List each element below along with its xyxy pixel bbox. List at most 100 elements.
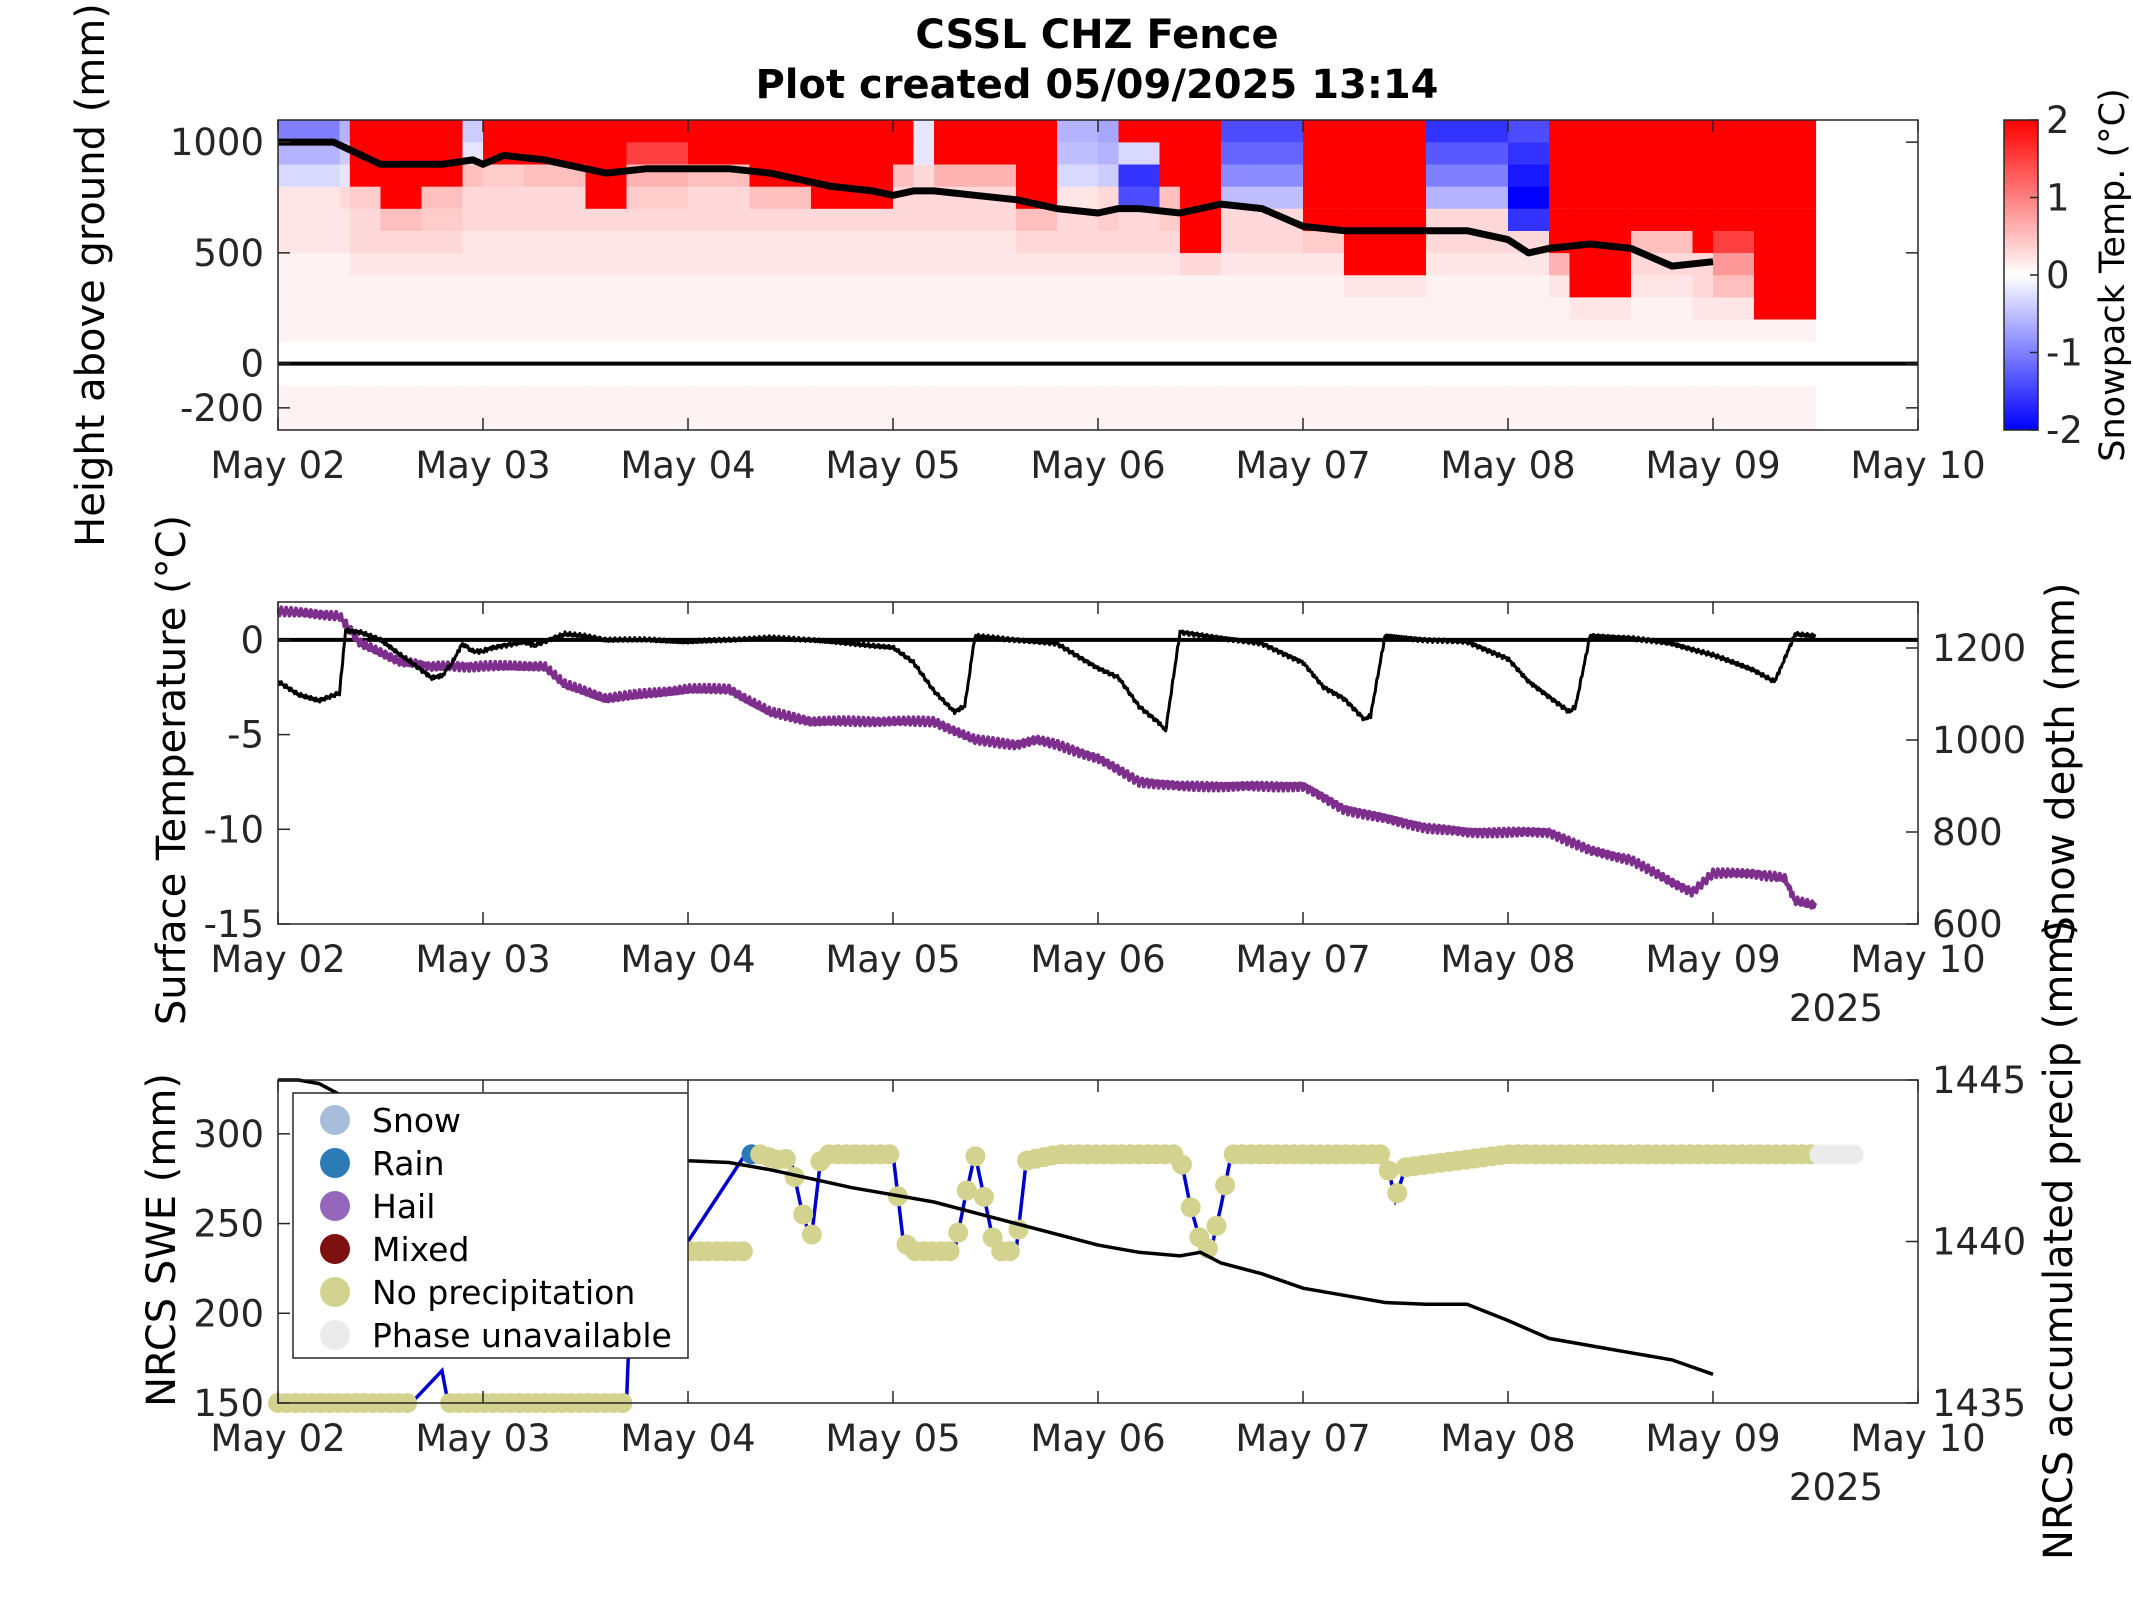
heatmap-cell xyxy=(278,230,341,254)
heatmap-cell xyxy=(1118,186,1161,209)
heatmap-cell xyxy=(339,208,351,231)
colorbar-tick-label: -2 xyxy=(2046,409,2083,452)
heatmap-cell xyxy=(1057,142,1099,165)
heatmap-cell xyxy=(688,120,751,143)
heatmap-cell xyxy=(1057,297,1099,320)
heatmap-cell xyxy=(462,319,484,342)
heatmap-cell xyxy=(626,120,689,143)
heatmap-cell xyxy=(1549,385,1571,431)
x-tick-label: May 08 xyxy=(1440,938,1575,981)
heatmap-cell xyxy=(811,164,894,187)
heatmap-cell xyxy=(1180,120,1222,143)
surface-temperature-panel: May 02 May 03 May 04 May 05 May 06 May 07 May … xyxy=(149,515,2084,1030)
precip-phase-point xyxy=(1387,1183,1408,1204)
legend-marker xyxy=(320,1105,350,1135)
heatmap-cell xyxy=(1057,385,1099,431)
x-tick-label: May 02 xyxy=(210,444,345,487)
heatmap-cell xyxy=(1221,120,1304,143)
heatmap-cell xyxy=(1344,275,1427,298)
heatmap-cell xyxy=(421,297,464,320)
snow-depth-axis-label: Snow depth (mm) xyxy=(2038,583,2084,942)
y-tick-label: -200 xyxy=(180,387,264,430)
heatmap-cell xyxy=(1508,385,1550,431)
heatmap-cell xyxy=(339,252,351,276)
heatmap-cell xyxy=(626,385,689,431)
surface-temperature-line xyxy=(277,627,1817,733)
colorbar-label: Snowpack Temp. (°C) xyxy=(2093,88,2133,462)
heatmap-cell xyxy=(626,230,689,254)
heatmap-cell xyxy=(913,319,935,342)
heatmap-cell xyxy=(893,208,915,231)
heatmap-cell xyxy=(893,297,915,320)
heatmap-cell xyxy=(1713,319,1755,342)
heatmap-cell xyxy=(913,164,935,187)
y-tick-label: 500 xyxy=(193,232,264,275)
x-tick-label: May 02 xyxy=(210,938,345,981)
heatmap-cell xyxy=(1221,297,1304,320)
heatmap-cell xyxy=(1098,275,1120,298)
heatmap-cell xyxy=(483,297,525,320)
heatmap-cell xyxy=(811,275,894,298)
legend-marker xyxy=(320,1191,350,1221)
heatmap-cell xyxy=(1303,120,1345,143)
heatmap-cell xyxy=(1016,208,1058,231)
precip-phase-point xyxy=(1215,1175,1236,1196)
heatmap-cell xyxy=(1118,297,1161,320)
heatmap-cell xyxy=(1754,252,1817,276)
heatmap-cell xyxy=(462,186,484,209)
heatmap-cell xyxy=(1159,275,1181,298)
heatmap-cell xyxy=(1549,252,1571,276)
heatmap-cell xyxy=(1057,230,1099,254)
heatmap-cell xyxy=(421,186,464,209)
heatmap-cell xyxy=(349,186,382,209)
colorbar-tick-label: -1 xyxy=(2046,332,2083,375)
heatmap-cell xyxy=(380,252,423,276)
heatmap-cell xyxy=(688,252,751,276)
heatmap-cell xyxy=(1344,186,1427,209)
heatmap-cell xyxy=(1098,142,1120,165)
heatmap-cell xyxy=(1426,319,1509,342)
heatmap-cell xyxy=(1344,120,1427,143)
heatmap-cell xyxy=(483,186,525,209)
heatmap-cell xyxy=(483,208,525,231)
precip-phase-point xyxy=(1206,1215,1227,1236)
heatmap-cell xyxy=(1057,120,1099,143)
heatmap-cell xyxy=(1118,230,1161,254)
heatmap-cell xyxy=(1303,275,1345,298)
x-tick-label: May 09 xyxy=(1645,1417,1780,1460)
legend-label: Hail xyxy=(372,1187,435,1226)
x-tick-label: May 07 xyxy=(1235,938,1370,981)
heatmap-cell xyxy=(1118,208,1161,231)
heatmap-cell xyxy=(585,275,628,298)
precip-phase-point xyxy=(1180,1197,1201,1218)
heatmap-cell xyxy=(278,252,341,276)
heatmap-cell xyxy=(421,120,464,143)
legend-box xyxy=(292,1092,689,1359)
heatmap-cell xyxy=(913,142,935,165)
swe-year-label: 2025 xyxy=(1789,1466,1883,1509)
heatmap-cell xyxy=(524,385,587,431)
heatmap-cell xyxy=(688,186,751,209)
heatmap-cell xyxy=(1713,230,1755,254)
heatmap-cell xyxy=(339,385,351,431)
heatmap-cell xyxy=(339,275,351,298)
heatmap-cell xyxy=(339,319,351,342)
heatmap-cell xyxy=(339,164,351,187)
precip-axis-label-line1: NRCS accumulated precip (mm) xyxy=(2036,920,2082,1560)
chart-title-line1: CSSL CHZ Fence xyxy=(915,12,1278,58)
heatmap-cell xyxy=(1344,252,1427,276)
heatmap-cell xyxy=(913,252,935,276)
heatmap-cell xyxy=(1508,252,1550,276)
heatmap-cell xyxy=(1221,385,1304,431)
heatmap-cell xyxy=(1569,120,1632,143)
heatmap-cell xyxy=(462,208,484,231)
heatmap-cell xyxy=(1569,297,1632,320)
heatmap-cell xyxy=(893,385,915,431)
heatmap-cell xyxy=(380,186,423,209)
heatmap-cell xyxy=(913,275,935,298)
heatmap-cell xyxy=(1159,319,1181,342)
heatmap-cell xyxy=(421,208,464,231)
heatmap-cell xyxy=(380,120,423,143)
heatmap-cell xyxy=(1713,120,1755,143)
heatmap-cell xyxy=(483,164,525,187)
